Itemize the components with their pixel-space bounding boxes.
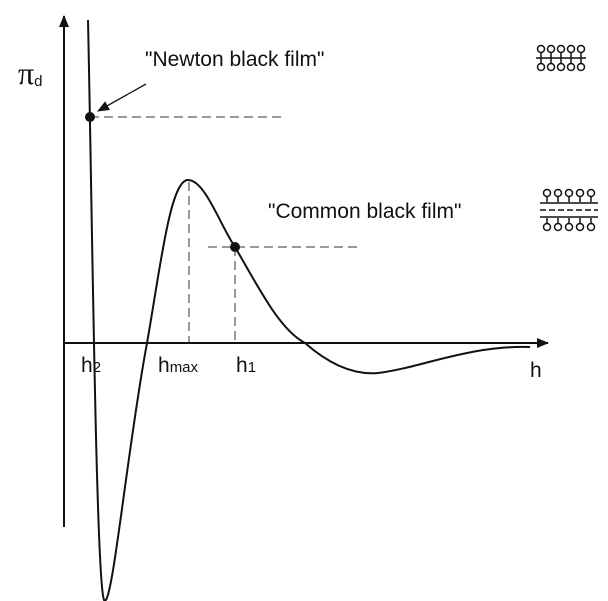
disjoining-pressure-curve (87, 19, 531, 601)
marker-label: h2 (81, 354, 101, 377)
point (230, 242, 240, 252)
label-part: 1 (248, 359, 256, 376)
point (85, 112, 95, 122)
newton-film-icon (536, 44, 586, 72)
label-part: h (81, 354, 93, 377)
label-part: 2 (93, 359, 101, 376)
pointer-arrow (97, 83, 147, 112)
y-axis-label: πd (18, 55, 43, 91)
label-part: h (158, 354, 170, 377)
label-part: h (236, 354, 248, 377)
marker-label: h1 (236, 354, 256, 377)
label-part: d (34, 73, 42, 90)
common-film-icon (540, 188, 598, 232)
label-part: π (18, 55, 34, 91)
x-axis-label: h (530, 359, 542, 382)
annotation: "Newton black film" (145, 48, 324, 71)
marker-label: hmax (158, 354, 199, 377)
label-part: max (170, 359, 199, 376)
annotation: "Common black film" (268, 200, 461, 223)
